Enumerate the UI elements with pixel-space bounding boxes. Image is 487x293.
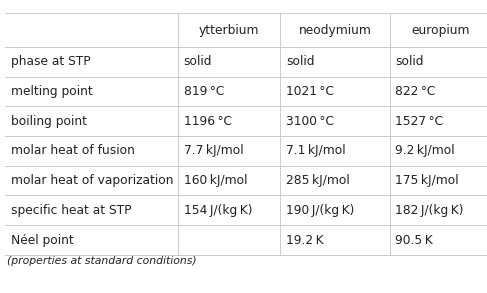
Text: molar heat of fusion: molar heat of fusion bbox=[11, 144, 134, 157]
Text: solid: solid bbox=[395, 55, 424, 68]
Text: 175 kJ/mol: 175 kJ/mol bbox=[395, 174, 459, 187]
Text: 182 J/(kg K): 182 J/(kg K) bbox=[395, 204, 464, 217]
Text: 819 °C: 819 °C bbox=[184, 85, 224, 98]
Text: 90.5 K: 90.5 K bbox=[395, 234, 433, 246]
Text: melting point: melting point bbox=[11, 85, 93, 98]
Text: 19.2 K: 19.2 K bbox=[286, 234, 323, 246]
Text: specific heat at STP: specific heat at STP bbox=[11, 204, 131, 217]
Text: 285 kJ/mol: 285 kJ/mol bbox=[286, 174, 350, 187]
Text: Néel point: Néel point bbox=[11, 234, 74, 246]
Text: boiling point: boiling point bbox=[11, 115, 87, 128]
Text: 1196 °C: 1196 °C bbox=[184, 115, 232, 128]
Text: 7.7 kJ/mol: 7.7 kJ/mol bbox=[184, 144, 243, 157]
Text: molar heat of vaporization: molar heat of vaporization bbox=[11, 174, 173, 187]
Text: 3100 °C: 3100 °C bbox=[286, 115, 334, 128]
Text: 7.1 kJ/mol: 7.1 kJ/mol bbox=[286, 144, 345, 157]
Text: 822 °C: 822 °C bbox=[395, 85, 436, 98]
Text: 190 J/(kg K): 190 J/(kg K) bbox=[286, 204, 354, 217]
Text: solid: solid bbox=[184, 55, 212, 68]
Text: (properties at standard conditions): (properties at standard conditions) bbox=[7, 256, 197, 266]
Text: neodymium: neodymium bbox=[299, 23, 371, 37]
Text: 1021 °C: 1021 °C bbox=[286, 85, 334, 98]
Text: europium: europium bbox=[412, 23, 470, 37]
Text: solid: solid bbox=[286, 55, 315, 68]
Text: 9.2 kJ/mol: 9.2 kJ/mol bbox=[395, 144, 455, 157]
Text: 1527 °C: 1527 °C bbox=[395, 115, 444, 128]
Text: 154 J/(kg K): 154 J/(kg K) bbox=[184, 204, 252, 217]
Text: ytterbium: ytterbium bbox=[199, 23, 259, 37]
Text: 160 kJ/mol: 160 kJ/mol bbox=[184, 174, 247, 187]
Text: phase at STP: phase at STP bbox=[11, 55, 91, 68]
